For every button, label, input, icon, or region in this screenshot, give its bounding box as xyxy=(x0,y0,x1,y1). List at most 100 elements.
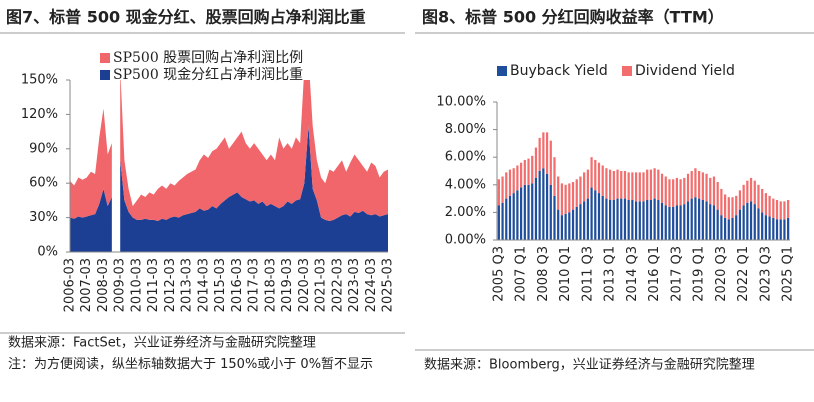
bar xyxy=(749,177,753,202)
bar xyxy=(738,190,742,210)
x-tick-label: 2009-03 xyxy=(113,258,128,312)
bar xyxy=(783,219,786,240)
bar xyxy=(675,177,678,206)
bar xyxy=(583,201,586,240)
bar xyxy=(505,172,508,199)
bar xyxy=(690,198,693,240)
bar xyxy=(716,182,719,210)
bar xyxy=(712,205,716,240)
bar xyxy=(549,184,552,240)
bar xyxy=(716,209,719,240)
x-tick-label: 2015-03 xyxy=(213,258,228,312)
bar xyxy=(686,201,690,240)
bar xyxy=(772,217,775,240)
bar xyxy=(720,215,723,240)
bar xyxy=(497,205,500,240)
bar xyxy=(683,177,686,205)
y-tick-label: 90% xyxy=(29,141,58,156)
y-tick-label: 120% xyxy=(21,107,58,122)
bar xyxy=(527,158,530,185)
bar xyxy=(586,198,589,240)
bar xyxy=(709,177,712,205)
x-tick-label: 2005 Q3 xyxy=(491,246,506,302)
bar xyxy=(772,198,775,218)
bar xyxy=(701,199,704,240)
bar xyxy=(649,199,653,240)
bar xyxy=(605,198,608,240)
bar xyxy=(527,184,530,240)
bar xyxy=(549,140,552,185)
bar xyxy=(575,179,578,207)
legend-swatch xyxy=(100,70,110,80)
bar xyxy=(638,172,641,202)
bar xyxy=(538,137,541,171)
bar xyxy=(508,169,512,196)
bar xyxy=(612,171,615,200)
bar xyxy=(787,217,790,240)
bar xyxy=(720,188,723,216)
bar xyxy=(616,198,619,240)
y-tick-label: 150% xyxy=(21,73,58,88)
bar xyxy=(564,213,567,240)
x-tick-label: 2016-03 xyxy=(230,258,245,312)
x-tick-label: 2008-03 xyxy=(96,258,111,312)
bar xyxy=(560,183,564,216)
bar xyxy=(553,157,556,196)
x-tick-label: 2025 Q1 xyxy=(781,246,796,302)
y-tick-label: 0% xyxy=(37,245,58,260)
bar xyxy=(679,179,682,206)
bar xyxy=(738,209,742,240)
y-tick-label: 0.00% xyxy=(445,233,486,248)
bar xyxy=(787,199,790,218)
bar xyxy=(516,165,519,191)
bar xyxy=(749,201,753,240)
bar xyxy=(657,199,660,240)
bar xyxy=(523,184,526,240)
bar xyxy=(768,195,771,217)
x-tick-label: 2019 Q1 xyxy=(692,246,707,302)
bar xyxy=(642,201,645,240)
bar xyxy=(668,206,671,240)
x-tick-label: 2020-03 xyxy=(297,258,312,312)
bar xyxy=(775,219,779,240)
bar xyxy=(519,187,523,240)
bar xyxy=(553,195,556,240)
bar xyxy=(698,171,701,199)
bar xyxy=(564,184,567,214)
bar xyxy=(672,179,675,207)
bar xyxy=(575,206,578,240)
x-tick-label: 2011 Q3 xyxy=(580,246,595,302)
bar xyxy=(523,159,526,185)
x-tick-label: 2017 Q3 xyxy=(669,246,684,302)
bar xyxy=(601,165,604,196)
x-tick-label: 2024-03 xyxy=(364,258,379,312)
bar xyxy=(538,171,541,240)
x-tick-label: 2010 Q1 xyxy=(558,246,573,302)
bar xyxy=(601,195,604,240)
bar xyxy=(764,193,768,216)
chart-title: 图8、标普 500 分红回购收益率（TTM） xyxy=(422,8,724,27)
bar xyxy=(779,201,782,220)
bar xyxy=(764,215,768,240)
bar xyxy=(672,206,675,240)
bar xyxy=(761,188,764,213)
bar xyxy=(657,169,660,200)
x-tick-label: 2023 Q3 xyxy=(758,246,773,302)
bar xyxy=(753,180,756,205)
x-tick-label: 2010-03 xyxy=(129,258,144,312)
area xyxy=(70,80,388,222)
bar xyxy=(634,172,638,202)
bar xyxy=(620,171,623,199)
x-tick-label: 2007 Q1 xyxy=(514,246,529,302)
bar xyxy=(746,202,749,240)
bar xyxy=(508,195,512,240)
bar xyxy=(609,169,612,200)
bar xyxy=(627,199,630,240)
bar xyxy=(642,172,645,202)
bar xyxy=(519,162,523,188)
bar xyxy=(545,173,549,240)
area xyxy=(70,125,388,252)
bar xyxy=(531,183,534,240)
bar xyxy=(701,172,704,200)
